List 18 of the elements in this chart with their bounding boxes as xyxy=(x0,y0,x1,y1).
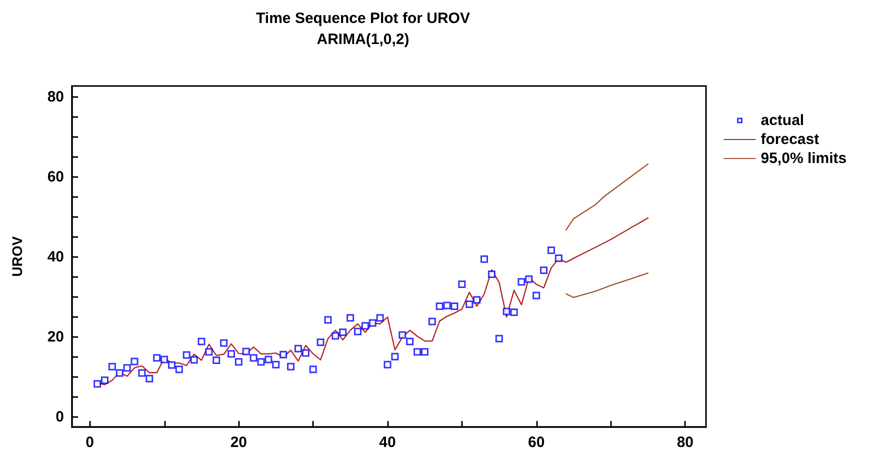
legend-label: forecast xyxy=(760,131,820,148)
y-tick-label: 60 xyxy=(47,168,64,186)
legend-label: 95,0% limits xyxy=(760,150,847,167)
chart-title: Time Sequence Plot for UROV xyxy=(256,10,470,27)
x-tick-label: 80 xyxy=(676,434,694,450)
y-tick-label: 0 xyxy=(56,408,64,426)
y-tick-label: 40 xyxy=(47,248,64,266)
x-tick-label: 40 xyxy=(379,434,396,450)
legend-label: actual xyxy=(760,112,804,129)
y-tick-label: 20 xyxy=(47,328,64,346)
y-axis-title: UROV xyxy=(9,236,25,277)
line-series xyxy=(566,163,649,231)
x-tick-label: 0 xyxy=(86,434,94,450)
y-tick-label: 80 xyxy=(47,88,64,106)
x-tick-label: 60 xyxy=(528,434,545,450)
line-series xyxy=(566,272,649,298)
x-tick-label: 20 xyxy=(230,434,248,450)
chart-subtitle: ARIMA(1,0,2) xyxy=(316,31,410,48)
